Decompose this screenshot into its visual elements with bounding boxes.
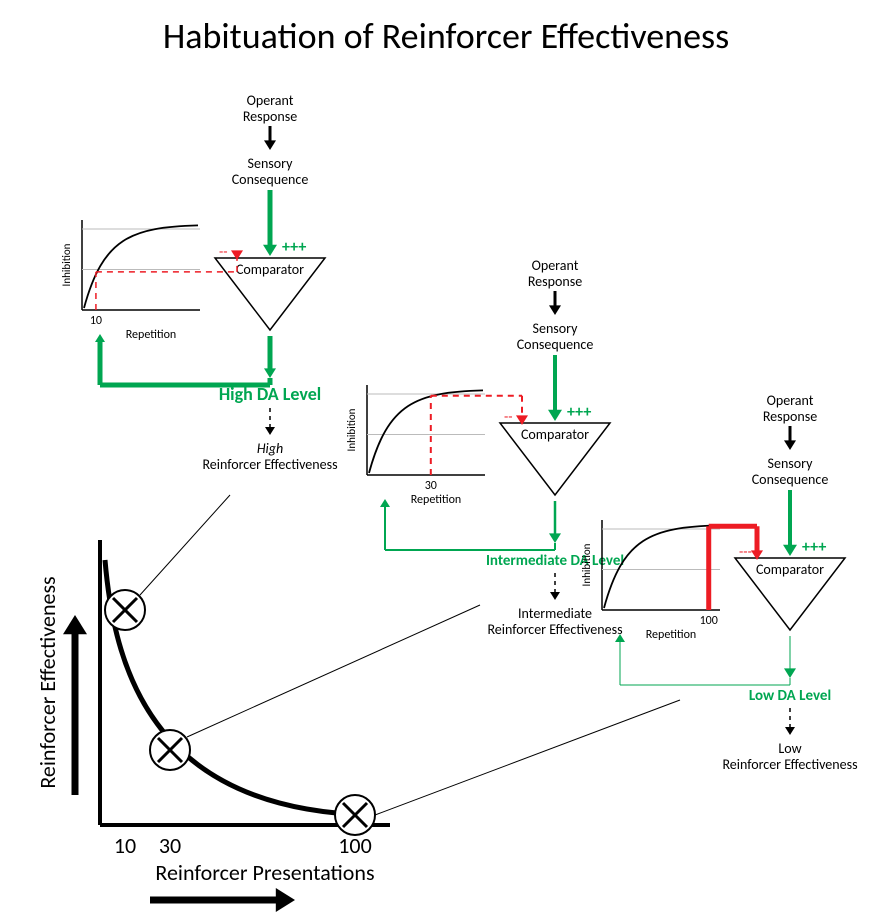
sensory-label: Sensory [248, 155, 294, 172]
eff-text: Reinforcer Effectiveness [722, 756, 857, 773]
operant-label: Operant [247, 92, 294, 109]
eff-prefix: Low [778, 740, 801, 757]
sensory-label: Consequence [752, 471, 829, 488]
sensory-label: Consequence [232, 171, 309, 188]
eff-prefix: Intermediate [518, 605, 592, 622]
mini-tick: 10 [90, 314, 102, 328]
plus-label: +++ [282, 238, 306, 257]
mini-x-label: Repetition [126, 328, 177, 342]
mini-y-label: Inhibition [580, 543, 593, 586]
callout-2 [375, 700, 680, 815]
mini-x-label: Repetition [646, 628, 697, 642]
callout-0 [140, 495, 230, 595]
plus-label: +++ [802, 538, 826, 557]
operant-label: Operant [767, 392, 814, 409]
eff-text: Reinforcer Effectiveness [487, 621, 622, 638]
mini-tick: 30 [425, 479, 437, 493]
panel-high: OperantResponse SensoryConsequence +++ Comp… [60, 92, 338, 473]
comparator-label: Comparator [521, 426, 589, 443]
sensory-label: Sensory [768, 455, 814, 472]
x-tick: 30 [159, 832, 181, 859]
minus-label: --- [739, 543, 752, 560]
x-tick: 10 [114, 832, 136, 859]
mini-graph: Inhibition 30Repetition [345, 385, 485, 507]
mini-x-label: Repetition [411, 493, 462, 507]
mini-y-label: Inhibition [60, 243, 73, 286]
operant-label: Operant [532, 257, 579, 274]
operant-label: Response [763, 408, 817, 425]
eff-text: Reinforcer Effectiveness [202, 456, 337, 473]
plus-label: +++ [567, 403, 591, 422]
eff-prefix: High [257, 440, 283, 457]
mini-y-label: Inhibition [345, 408, 358, 451]
callout-1 [187, 605, 480, 737]
y-axis-label: Reinforcer Effectiveness [34, 576, 61, 788]
comparator-label: Comparator [236, 261, 304, 278]
minus-label: -- [219, 243, 228, 260]
x-tick: 100 [338, 832, 371, 859]
sensory-label: Sensory [533, 320, 579, 337]
minus-label: -- [504, 408, 513, 425]
diagram-root: Habituation of Reinforcer Effectiveness 1… [0, 0, 892, 913]
mini-graph: Inhibition 10 Repetition [60, 220, 200, 342]
marker-1 [150, 730, 190, 770]
sensory-label: Consequence [517, 336, 594, 353]
mini-tick: 100 [700, 614, 718, 628]
x-axis-label: Reinforcer Presentations [155, 859, 374, 886]
da-level-label: Intermediate DA Level [486, 552, 624, 570]
operant-label: Response [243, 108, 297, 125]
comparator-label: Comparator [756, 561, 824, 578]
da-level-label: Low DA Level [749, 687, 831, 705]
panel-low: OperantResponse SensoryConsequence +++ Comp… [580, 392, 858, 773]
da-level-label: High DA Level [219, 383, 321, 405]
main-curve [105, 560, 370, 815]
operant-label: Response [528, 273, 582, 290]
page-title: Habituation of Reinforcer Effectiveness [163, 14, 729, 58]
marker-2 [335, 795, 375, 835]
marker-0 [105, 590, 145, 630]
